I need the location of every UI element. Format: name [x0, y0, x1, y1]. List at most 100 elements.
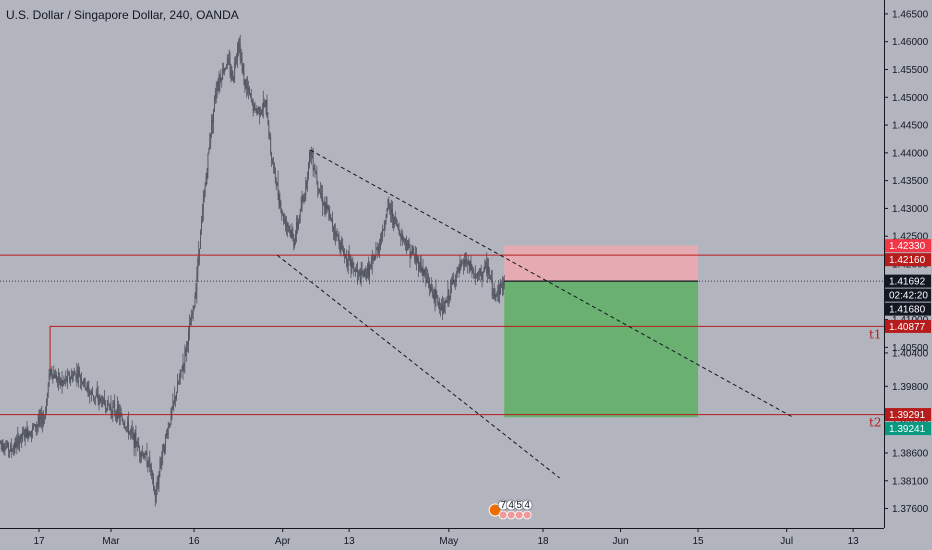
candle-body — [262, 102, 264, 110]
candle-body — [446, 300, 448, 302]
candle-body — [412, 248, 414, 254]
candle-body — [127, 421, 129, 427]
event-dot-icon[interactable] — [506, 510, 516, 520]
candle-body — [93, 397, 95, 399]
candle-body — [263, 102, 265, 107]
candle-body — [174, 396, 176, 402]
candle-body — [116, 413, 117, 420]
candle-body — [304, 194, 306, 201]
trend-line-upper[interactable] — [310, 149, 793, 418]
candle-body — [489, 275, 491, 280]
y-tick-label: 1.37600 — [892, 504, 929, 515]
y-tick-label: 1.45000 — [892, 93, 929, 104]
candle-body — [179, 370, 181, 379]
candle-body — [424, 269, 426, 275]
reward-zone[interactable] — [504, 281, 699, 418]
candle-body — [379, 246, 381, 248]
risk-zone[interactable] — [504, 245, 699, 282]
candle-body — [420, 261, 422, 271]
candle-body — [137, 443, 139, 447]
annotations: t1 t2 — [869, 327, 881, 429]
candle-body — [468, 261, 470, 267]
candle-body — [40, 414, 42, 420]
trend-channel[interactable] — [276, 149, 793, 479]
event-dot-icon[interactable] — [498, 510, 508, 520]
candle-body — [328, 210, 330, 219]
candle-body — [452, 280, 453, 285]
candle-body — [268, 125, 270, 137]
candle-body — [376, 248, 378, 250]
candle-body — [369, 265, 370, 277]
candle-body — [33, 425, 34, 427]
x-tick-label: Jun — [612, 536, 628, 547]
candle-body — [251, 100, 253, 102]
event-dot-icon[interactable] — [514, 510, 524, 520]
candle-body — [103, 398, 105, 400]
y-tick-label: 1.38600 — [892, 448, 929, 459]
candle-body — [411, 248, 413, 253]
candle-body — [453, 279, 454, 281]
candle-body — [413, 253, 415, 255]
candle-body — [60, 380, 62, 385]
candle-body — [333, 230, 335, 232]
candle-body — [177, 382, 178, 393]
candle-body — [104, 398, 105, 405]
time-axis[interactable]: 17 Mar 16 Apr 13 May 18 Jun 15 Jul 13 — [0, 528, 884, 547]
candle-body — [288, 226, 290, 230]
horizontal-lines[interactable] — [0, 254, 884, 416]
candle-body — [397, 224, 399, 229]
candle-body — [227, 58, 229, 61]
candle-body — [144, 453, 146, 459]
candle-body — [152, 472, 153, 477]
candle-body — [233, 77, 235, 81]
candle-body — [89, 393, 91, 395]
candle-body — [83, 378, 85, 384]
candle-body — [34, 424, 36, 428]
candle-body — [241, 59, 243, 66]
candle-body — [82, 382, 84, 384]
trend-line-lower[interactable] — [276, 254, 560, 479]
candle-body — [214, 96, 216, 98]
candle-body — [390, 209, 392, 214]
candle-body — [225, 65, 227, 69]
candle-body — [45, 400, 47, 414]
price-tag — [885, 253, 931, 267]
candle-body — [50, 369, 52, 375]
candle-body — [369, 265, 371, 267]
candle-body — [273, 165, 275, 169]
candle-body — [385, 217, 387, 224]
candle-body — [12, 448, 14, 452]
candle-body — [442, 305, 444, 315]
candle-body — [334, 231, 336, 237]
candle-body — [257, 109, 259, 111]
candle-body — [90, 393, 92, 395]
candle-body — [147, 465, 149, 467]
candle-body — [264, 104, 266, 107]
event-dot-icon[interactable] — [522, 510, 532, 520]
candle-body — [454, 280, 456, 283]
candle-body — [326, 203, 328, 209]
candle-body — [473, 270, 475, 275]
candle-body — [216, 89, 218, 91]
candle-body — [270, 137, 272, 153]
candle-body — [215, 89, 217, 97]
candle-body — [115, 412, 117, 414]
candle-body — [307, 176, 309, 184]
candle-body — [309, 151, 310, 163]
candle-body — [349, 255, 351, 258]
candle-body — [133, 433, 135, 448]
candle-body — [123, 423, 125, 426]
candle-body — [329, 214, 331, 219]
target-line-t1[interactable] — [49, 325, 884, 370]
candle-body — [425, 274, 427, 277]
event-marker[interactable] — [521, 499, 533, 511]
candle-body — [416, 255, 417, 262]
candle-body — [4, 449, 6, 450]
candle-body — [254, 104, 256, 109]
candle-body — [236, 58, 237, 61]
position-tool[interactable] — [504, 245, 699, 418]
candle-body — [71, 375, 73, 380]
